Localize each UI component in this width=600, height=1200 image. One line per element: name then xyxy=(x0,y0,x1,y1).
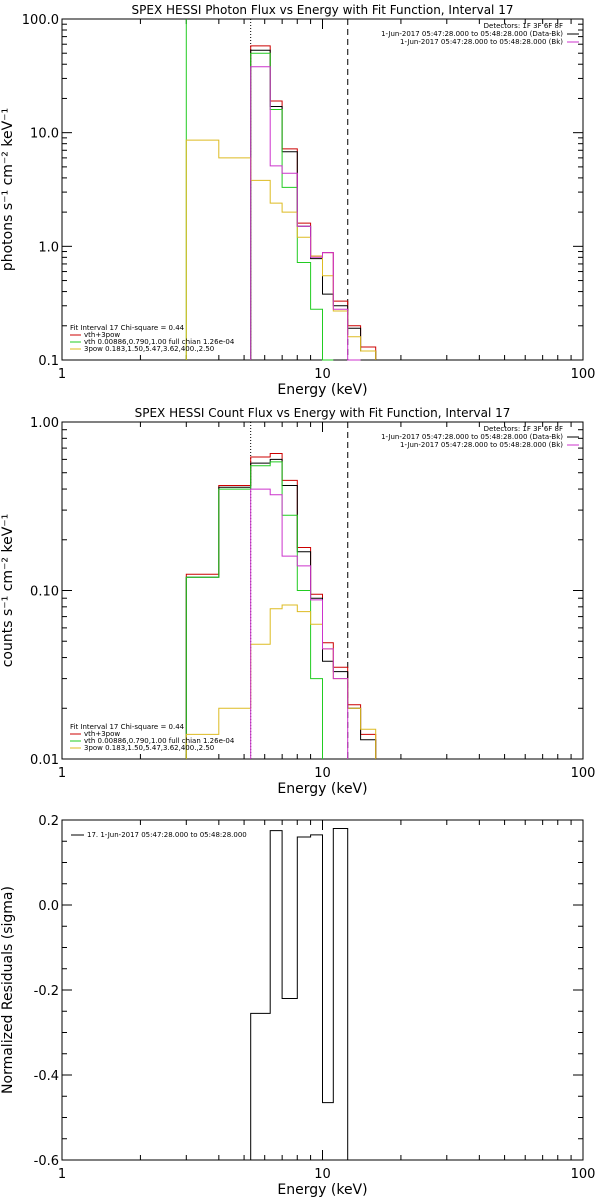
y-axis-label-0: photons s⁻¹ cm⁻² keV⁻¹ xyxy=(0,108,16,271)
legend-top-right-text-0-0: Detectors: 1F 3F 6F 8F xyxy=(484,22,563,30)
legend-top-right-text-0-1: 1-Jun-2017 05:47:28.000 to 05:48:28.000 … xyxy=(381,30,563,38)
legend-bottom-left-text-0-1: vth+3pow xyxy=(84,331,120,339)
x-axis-label-1: Energy (keV) xyxy=(277,781,367,797)
x-tick-label-0-2: 100 xyxy=(571,367,596,382)
series-line-1-4 xyxy=(250,488,349,759)
series-line-1-3 xyxy=(185,604,377,759)
y-tick-label-1-0: 0.01 xyxy=(30,753,59,768)
series-line-0-4 xyxy=(250,66,361,361)
y-tick-label-2-4: 0.2 xyxy=(38,814,59,829)
legend-bottom-left-text-0-2: vth 0.00886,0.790,1.00 full chian 1.26e-… xyxy=(84,338,235,346)
legend-bottom-left-text-0-0: Fit Interval 17 Chi-square = 0.44 xyxy=(70,324,185,332)
x-tick-label-2-1: 10 xyxy=(314,1167,331,1182)
legend-top-right-text-1-0: Detectors: 1F 3F 6F 8F xyxy=(484,425,563,433)
legend-bottom-left-text-1-3: 3pow 0.183,1.50,5.47,3.62,400.,2.50 xyxy=(84,744,214,752)
x-axis-label-2: Energy (keV) xyxy=(277,1182,367,1198)
legend-top-right-text-1-2: 1-Jun-2017 05:47:28.000 to 05:48:28.000 … xyxy=(400,441,563,449)
y-axis-label-1: counts s⁻¹ cm⁻² keV⁻¹ xyxy=(0,514,16,668)
y-tick-label-2-2: -0.2 xyxy=(34,984,59,999)
series-line-0-0 xyxy=(250,45,377,360)
chart-title-1: SPEX HESSI Count Flux vs Energy with Fit… xyxy=(135,406,511,420)
x-tick-label-1-0: 1 xyxy=(58,766,66,781)
x-tick-label-1-1: 10 xyxy=(314,766,331,781)
series-line-1-0 xyxy=(185,453,377,759)
y-tick-label-0-1: 1.0 xyxy=(38,240,59,255)
series-line-0-3 xyxy=(185,139,377,360)
series-line-0-1 xyxy=(250,49,377,360)
y-tick-label-0-0: 0.1 xyxy=(38,354,59,369)
y-tick-label-0-2: 10.0 xyxy=(30,127,59,142)
y-tick-label-2-1: -0.4 xyxy=(34,1069,59,1084)
legend-bottom-left-text-1-1: vth+3pow xyxy=(84,730,120,738)
legend-top-right-text-1-1: 1-Jun-2017 05:47:28.000 to 05:48:28.000 … xyxy=(381,433,563,441)
x-axis-label-0: Energy (keV) xyxy=(277,382,367,398)
x-tick-label-1-2: 100 xyxy=(571,766,596,781)
series-line-1-2 xyxy=(185,461,323,759)
series-line-2-0 xyxy=(250,828,349,1160)
y-tick-label-1-1: 0.10 xyxy=(30,585,59,600)
y-tick-label-0-3: 100.0 xyxy=(22,13,59,28)
x-tick-label-0-0: 1 xyxy=(58,367,66,382)
y-tick-label-2-3: 0.0 xyxy=(38,899,59,914)
series-line-0-2 xyxy=(250,52,334,361)
chart-title-0: SPEX HESSI Photon Flux vs Energy with Fi… xyxy=(132,3,514,17)
x-tick-label-2-2: 100 xyxy=(571,1167,596,1182)
legend-bottom-left-text-0-3: 3pow 0.183,1.50,5.47,3.62,400.,2.50 xyxy=(84,345,214,353)
x-tick-label-2-0: 1 xyxy=(58,1167,66,1182)
legend-bottom-left-text-1-2: vth 0.00886,0.790,1.00 full chian 1.26e-… xyxy=(84,737,235,745)
legend-top-right-text-0-2: 1-Jun-2017 05:47:28.000 to 05:48:28.000 … xyxy=(400,38,563,46)
y-tick-label-2-0: -0.6 xyxy=(34,1154,59,1169)
legend-bottom-left-text-1-0: Fit Interval 17 Chi-square = 0.44 xyxy=(70,723,185,731)
y-tick-label-1-2: 1.00 xyxy=(30,416,59,431)
x-tick-label-0-1: 10 xyxy=(314,367,331,382)
legend-top-left-text-2-0: 17. 1-Jun-2017 05:47:28.000 to 05:48:28.… xyxy=(87,831,247,839)
y-axis-label-2: Normalized Residuals (sigma) xyxy=(0,886,16,1094)
